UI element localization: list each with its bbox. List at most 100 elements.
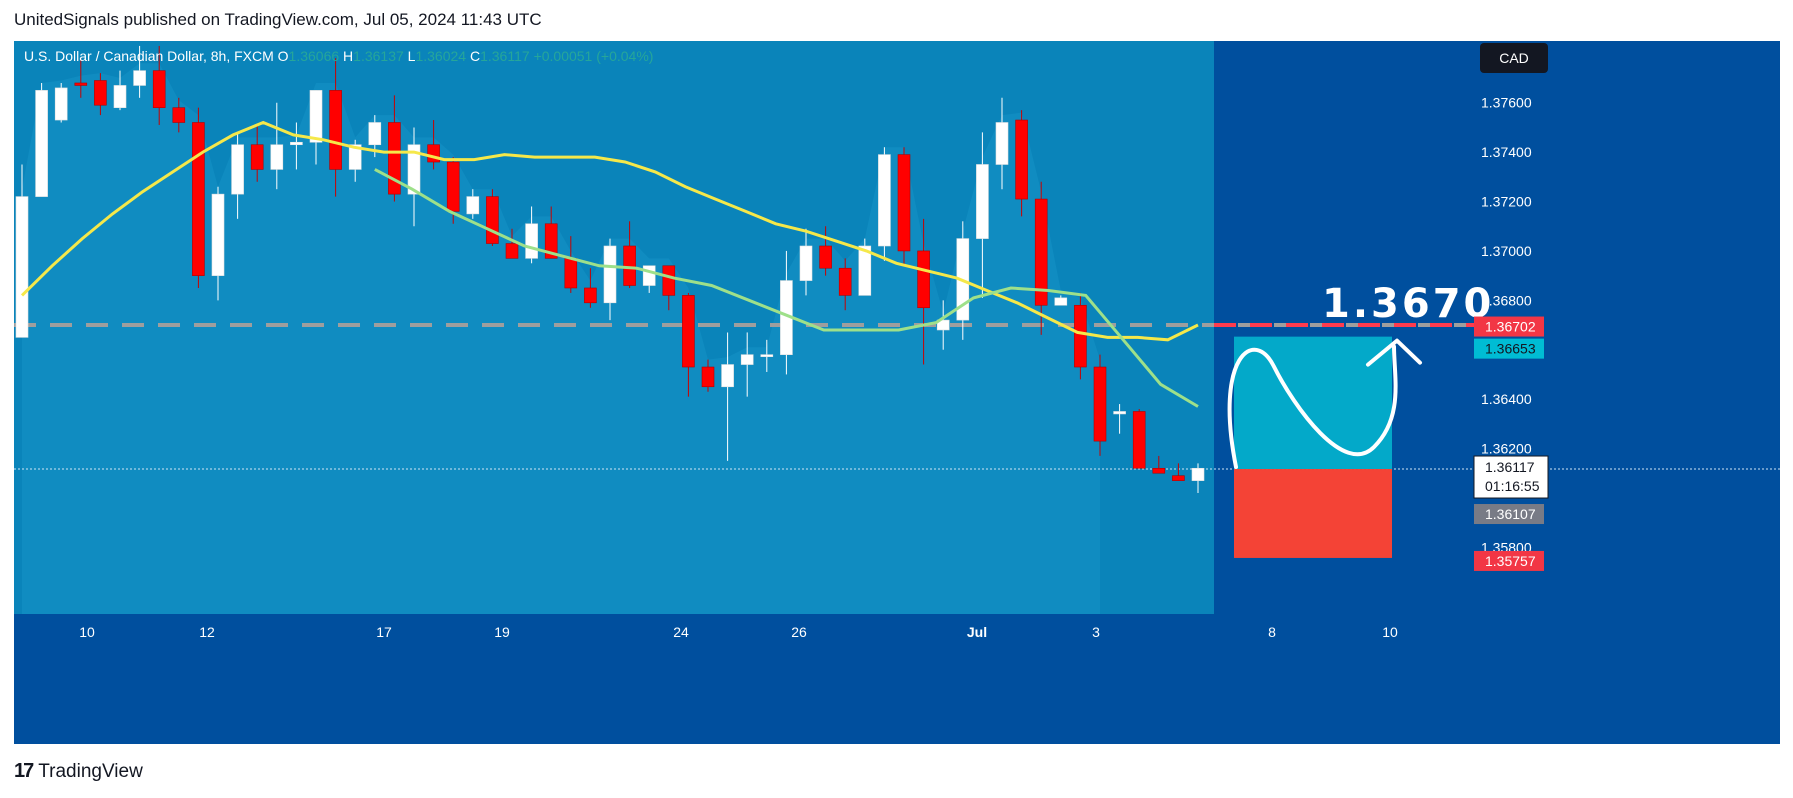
- y-axis-tick: 1.36800: [1481, 292, 1532, 308]
- tradingview-mark-icon: 17: [14, 760, 34, 782]
- candle-body[interactable]: [995, 122, 1009, 165]
- candle-body[interactable]: [505, 243, 519, 259]
- stop-price-tag: 1.35757: [1485, 553, 1536, 569]
- candle-body[interactable]: [74, 82, 88, 86]
- candle-body[interactable]: [819, 245, 832, 269]
- candle-body[interactable]: [544, 223, 558, 259]
- legend-o-label: O: [278, 48, 289, 64]
- candle-body[interactable]: [192, 122, 205, 276]
- publisher-name[interactable]: UnitedSignals: [14, 10, 119, 29]
- candle-body[interactable]: [799, 245, 813, 281]
- candle-body[interactable]: [878, 154, 891, 247]
- candle-body[interactable]: [1113, 411, 1126, 415]
- target-price-tag: 1.36702: [1485, 319, 1536, 335]
- candle-body[interactable]: [133, 70, 146, 86]
- candle-body[interactable]: [54, 87, 68, 121]
- legend-c-value: 1.36117: [480, 48, 533, 64]
- ohlc-legend[interactable]: U.S. Dollar / Canadian Dollar, 8h, FXCM …: [24, 48, 653, 64]
- candle-body[interactable]: [976, 164, 989, 239]
- candle-body[interactable]: [721, 364, 734, 388]
- candle-body[interactable]: [525, 223, 538, 259]
- candle-body[interactable]: [1054, 297, 1068, 306]
- candle-body[interactable]: [623, 245, 636, 286]
- candle-body[interactable]: [1172, 475, 1185, 481]
- legend-h-label: H: [343, 48, 353, 64]
- take-profit-price-tag: 1.36653: [1485, 341, 1536, 357]
- currency-button-label: CAD: [1499, 50, 1529, 66]
- price-chart[interactable]: 1.3670 10 12 17 19 24 26 Jul 3 8 10 1.37600 1.37400 1…: [14, 41, 1780, 744]
- x-axis-tick: Jul: [967, 624, 987, 640]
- candle-body[interactable]: [1074, 304, 1087, 368]
- y-axis-tick: 1.36400: [1481, 391, 1532, 407]
- y-axis-tick: 1.36200: [1481, 441, 1532, 457]
- x-axis-tick: 10: [1382, 624, 1398, 640]
- candle-body[interactable]: [211, 193, 225, 276]
- candle-body[interactable]: [15, 196, 29, 338]
- candle-body[interactable]: [897, 154, 911, 252]
- take-profit-price-tag-bg: [1474, 338, 1544, 359]
- candle-body[interactable]: [446, 161, 460, 212]
- candle-body[interactable]: [917, 250, 930, 309]
- candle-body[interactable]: [388, 122, 401, 195]
- candle-body[interactable]: [1191, 467, 1205, 481]
- candle-body[interactable]: [1132, 411, 1146, 469]
- x-axis-tick: 8: [1268, 624, 1276, 640]
- tradingview-brand: TradingView: [38, 760, 143, 782]
- current-price-tag-bg: [1473, 455, 1549, 499]
- candle-body[interactable]: [309, 90, 323, 143]
- candle-body[interactable]: [290, 141, 303, 146]
- candle-body[interactable]: [662, 265, 676, 296]
- x-axis-tick: 17: [376, 624, 392, 640]
- candle-body[interactable]: [1034, 198, 1048, 306]
- take-profit-zone[interactable]: [1234, 336, 1392, 470]
- candle-body[interactable]: [682, 295, 695, 368]
- legend-c-label: C: [470, 48, 480, 64]
- candle-body[interactable]: [936, 319, 950, 331]
- stop-price-tag-bg: [1474, 550, 1544, 571]
- candle-body[interactable]: [35, 90, 48, 197]
- publish-header: UnitedSignals published on TradingView.c…: [14, 10, 542, 30]
- candle-body[interactable]: [466, 196, 480, 215]
- y-axis-tick: 1.37000: [1481, 243, 1532, 259]
- candle-body[interactable]: [564, 258, 578, 289]
- x-axis-tick: 10: [79, 624, 95, 640]
- candle-body[interactable]: [172, 107, 186, 123]
- candle-body[interactable]: [603, 245, 617, 304]
- candle-body[interactable]: [250, 144, 264, 170]
- candle-body[interactable]: [113, 85, 127, 108]
- candle-body[interactable]: [584, 287, 597, 304]
- tradingview-logo[interactable]: 17 TradingView: [14, 760, 143, 783]
- currency-button[interactable]: [1480, 43, 1548, 73]
- candle-body[interactable]: [1152, 467, 1166, 474]
- chart-frame[interactable]: 1.3670 10 12 17 19 24 26 Jul 3 8 10 1.37600 1.37400 1…: [14, 41, 1780, 744]
- candle-body[interactable]: [368, 122, 382, 146]
- candle-body[interactable]: [329, 90, 342, 170]
- legend-symbol: U.S. Dollar / Canadian Dollar, 8h, FXCM: [24, 48, 278, 64]
- candle-body[interactable]: [152, 70, 166, 108]
- candle-body[interactable]: [1093, 366, 1107, 442]
- candle-body[interactable]: [1015, 119, 1028, 200]
- candle-body[interactable]: [231, 144, 244, 195]
- candle-body[interactable]: [407, 144, 421, 195]
- candle-body[interactable]: [760, 354, 774, 357]
- candle-body[interactable]: [858, 245, 872, 296]
- legend-change: +0.00051 (+0.04%): [534, 48, 654, 64]
- wave-arrowhead-icon: [1366, 338, 1422, 367]
- x-axis-tick: 19: [494, 624, 510, 640]
- y-axis-tick: 1.37600: [1481, 95, 1532, 111]
- candle-body[interactable]: [94, 80, 107, 106]
- candle-body[interactable]: [838, 267, 852, 296]
- candle-body[interactable]: [348, 144, 362, 170]
- candle-body[interactable]: [486, 196, 499, 244]
- candle-body[interactable]: [270, 144, 284, 170]
- cloud-band: [22, 63, 1100, 614]
- ma-green-line: [374, 168, 1199, 408]
- prev-close-price-tag: 1.36107: [1485, 506, 1536, 522]
- stop-loss-zone[interactable]: [1234, 469, 1392, 558]
- candle-body[interactable]: [642, 265, 656, 286]
- target-price-tag-bg: [1474, 316, 1544, 337]
- candle-body[interactable]: [740, 354, 754, 365]
- current-price-tag: 1.36117: [1485, 459, 1535, 475]
- published-info: published on TradingView.com, Jul 05, 20…: [123, 10, 542, 29]
- candle-body[interactable]: [701, 366, 715, 388]
